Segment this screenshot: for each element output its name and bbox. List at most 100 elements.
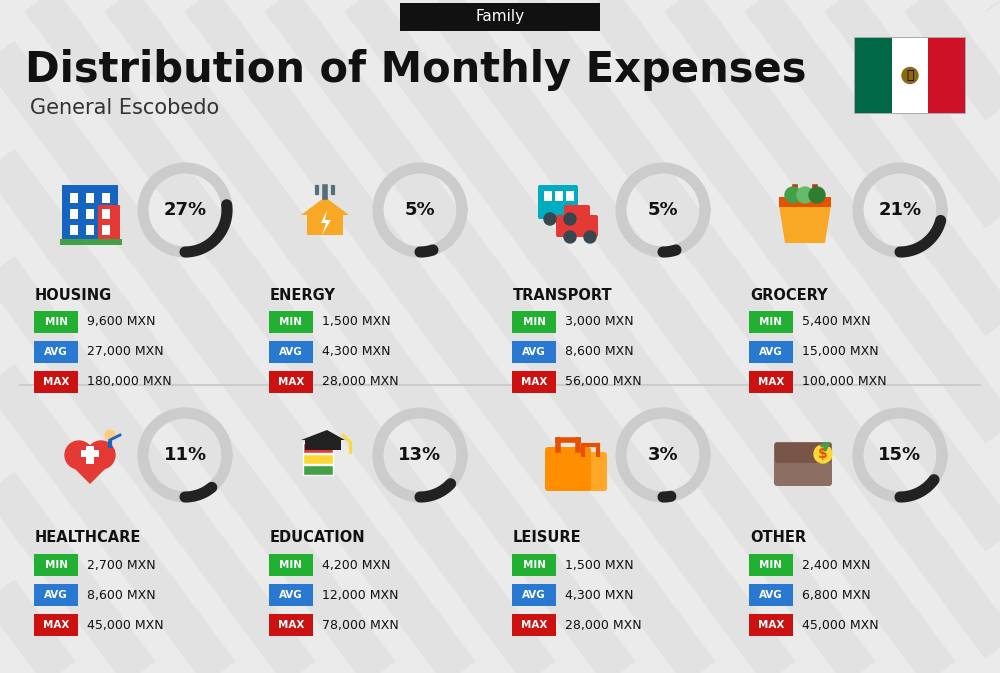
Text: MIN: MIN — [280, 560, 302, 570]
Text: 13%: 13% — [398, 446, 442, 464]
Text: GROCERY: GROCERY — [750, 287, 828, 302]
Text: ENERGY: ENERGY — [270, 287, 336, 302]
FancyBboxPatch shape — [269, 614, 313, 636]
Text: MAX: MAX — [758, 620, 784, 630]
FancyBboxPatch shape — [544, 191, 552, 201]
Text: 12,000 MXN: 12,000 MXN — [322, 588, 398, 602]
FancyBboxPatch shape — [545, 447, 591, 491]
Text: MIN: MIN — [522, 560, 546, 570]
Text: 56,000 MXN: 56,000 MXN — [565, 376, 642, 388]
FancyBboxPatch shape — [269, 371, 313, 393]
Text: 15,000 MXN: 15,000 MXN — [802, 345, 879, 359]
Text: Family: Family — [475, 9, 525, 24]
Text: General Escobedo: General Escobedo — [30, 98, 219, 118]
FancyBboxPatch shape — [749, 614, 793, 636]
Circle shape — [544, 213, 556, 225]
Circle shape — [65, 441, 93, 469]
FancyBboxPatch shape — [512, 614, 556, 636]
FancyBboxPatch shape — [34, 311, 78, 333]
Text: 9,600 MXN: 9,600 MXN — [87, 316, 156, 328]
Circle shape — [785, 187, 801, 203]
Circle shape — [809, 187, 825, 203]
FancyBboxPatch shape — [512, 584, 556, 606]
Text: 5%: 5% — [405, 201, 435, 219]
Text: 100,000 MXN: 100,000 MXN — [802, 376, 887, 388]
FancyBboxPatch shape — [512, 311, 556, 333]
FancyBboxPatch shape — [855, 38, 892, 113]
FancyBboxPatch shape — [102, 193, 110, 203]
Text: 8,600 MXN: 8,600 MXN — [87, 588, 156, 602]
Text: 1,500 MXN: 1,500 MXN — [322, 316, 391, 328]
Text: MIN: MIN — [760, 317, 782, 327]
FancyBboxPatch shape — [749, 371, 793, 393]
FancyBboxPatch shape — [512, 554, 556, 576]
FancyBboxPatch shape — [400, 3, 600, 31]
FancyBboxPatch shape — [34, 554, 78, 576]
Text: 3%: 3% — [648, 446, 678, 464]
FancyBboxPatch shape — [34, 341, 78, 363]
Circle shape — [564, 231, 576, 243]
Polygon shape — [321, 210, 331, 235]
Polygon shape — [301, 430, 345, 440]
Circle shape — [87, 441, 115, 469]
Text: 4,300 MXN: 4,300 MXN — [565, 588, 634, 602]
FancyBboxPatch shape — [303, 454, 333, 464]
Circle shape — [797, 187, 813, 203]
FancyBboxPatch shape — [62, 185, 118, 240]
Text: HEALTHCARE: HEALTHCARE — [35, 530, 141, 546]
Text: 4,300 MXN: 4,300 MXN — [322, 345, 390, 359]
FancyBboxPatch shape — [269, 311, 313, 333]
Text: 3,000 MXN: 3,000 MXN — [565, 316, 634, 328]
Text: LEISURE: LEISURE — [513, 530, 582, 546]
FancyBboxPatch shape — [928, 38, 965, 113]
Text: MAX: MAX — [278, 620, 304, 630]
Circle shape — [902, 67, 918, 83]
Text: 🦅: 🦅 — [906, 69, 914, 82]
Text: 28,000 MXN: 28,000 MXN — [565, 618, 642, 631]
Text: 27,000 MXN: 27,000 MXN — [87, 345, 164, 359]
Text: MIN: MIN — [44, 560, 68, 570]
Circle shape — [814, 445, 832, 463]
Text: MIN: MIN — [522, 317, 546, 327]
Text: AVG: AVG — [759, 590, 783, 600]
Text: AVG: AVG — [279, 347, 303, 357]
Text: $: $ — [818, 447, 828, 461]
FancyBboxPatch shape — [774, 442, 832, 486]
Text: 5%: 5% — [648, 201, 678, 219]
FancyBboxPatch shape — [303, 443, 333, 453]
Text: AVG: AVG — [522, 347, 546, 357]
Text: 4,200 MXN: 4,200 MXN — [322, 559, 390, 571]
Text: MIN: MIN — [280, 317, 302, 327]
FancyBboxPatch shape — [34, 371, 78, 393]
FancyBboxPatch shape — [538, 185, 578, 219]
FancyBboxPatch shape — [556, 215, 598, 237]
Text: 8,600 MXN: 8,600 MXN — [565, 345, 634, 359]
FancyBboxPatch shape — [749, 341, 793, 363]
FancyBboxPatch shape — [86, 225, 94, 235]
Text: MAX: MAX — [758, 377, 784, 387]
Text: AVG: AVG — [759, 347, 783, 357]
FancyBboxPatch shape — [564, 205, 590, 223]
Polygon shape — [301, 197, 349, 235]
Text: TRANSPORT: TRANSPORT — [513, 287, 613, 302]
Text: 180,000 MXN: 180,000 MXN — [87, 376, 172, 388]
FancyBboxPatch shape — [512, 341, 556, 363]
Text: 6,800 MXN: 6,800 MXN — [802, 588, 871, 602]
FancyBboxPatch shape — [34, 614, 78, 636]
FancyBboxPatch shape — [573, 452, 607, 491]
Circle shape — [584, 231, 596, 243]
FancyBboxPatch shape — [102, 209, 110, 219]
Text: MIN: MIN — [44, 317, 68, 327]
Text: MAX: MAX — [521, 620, 547, 630]
FancyBboxPatch shape — [86, 193, 94, 203]
FancyBboxPatch shape — [303, 465, 333, 475]
Circle shape — [564, 213, 576, 225]
FancyBboxPatch shape — [555, 191, 563, 201]
Text: AVG: AVG — [44, 590, 68, 600]
Text: MAX: MAX — [43, 620, 69, 630]
Polygon shape — [68, 462, 112, 484]
FancyBboxPatch shape — [70, 225, 78, 235]
Text: 15%: 15% — [878, 446, 922, 464]
Text: MAX: MAX — [278, 377, 304, 387]
Text: 27%: 27% — [163, 201, 207, 219]
